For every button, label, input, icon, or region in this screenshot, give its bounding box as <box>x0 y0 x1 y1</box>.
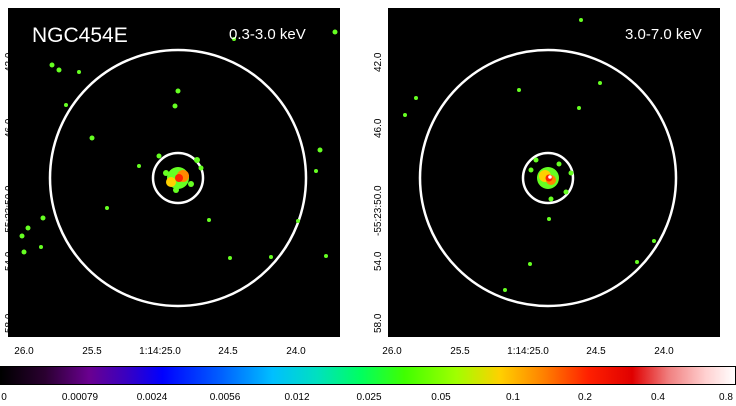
x-tick-label: 24.5 <box>218 346 238 357</box>
y-tick-label: 54.0 <box>4 251 15 271</box>
inner-aperture-circle <box>521 151 575 205</box>
y-tick-label: -55:23:50.0 <box>4 185 15 236</box>
x-tick-label: 1:14:25.0 <box>507 346 549 357</box>
colorbar-tick-label: 0.05 <box>431 392 451 403</box>
colorbar-tick-label: 0.012 <box>284 392 310 403</box>
y-tick-label: 54.0 <box>373 251 384 271</box>
colorbar-tick-label: 0 <box>1 392 7 403</box>
colorbar-tick-label: 0.025 <box>356 392 382 403</box>
colorbar-tick-label: 0.2 <box>578 392 592 403</box>
y-tick-label: 46.0 <box>4 118 15 138</box>
soft-source-blob <box>156 88 204 193</box>
x-tick-label: 24.0 <box>654 346 674 357</box>
colorbar-tick-label: 0.4 <box>651 392 665 403</box>
object-name-label: NGC454E <box>32 24 128 47</box>
hard-band-image <box>403 18 678 308</box>
soft-field-sources <box>19 29 338 260</box>
y-tick-label: 42.0 <box>4 52 15 72</box>
x-tick-label: 24.0 <box>286 346 306 357</box>
colorbar-tick-label: 0.00079 <box>61 392 99 403</box>
x-tick-label: 24.5 <box>586 346 606 357</box>
colorbar-tick-label: 0.8 <box>719 392 733 403</box>
x-tick-label: 1:14:25.0 <box>139 346 181 357</box>
energy-band-label: 0.3-3.0 keV <box>229 26 306 43</box>
outer-aperture-circle <box>418 48 678 308</box>
x-tick-label: 25.5 <box>450 346 470 357</box>
soft-band-image <box>19 29 338 308</box>
image-panel-hard: 3.0-7.0 keV <box>388 8 720 337</box>
colorbar-tick-label: 0.1 <box>506 392 520 403</box>
hard-source-blob <box>528 157 574 202</box>
y-tick-label: 42.0 <box>373 52 384 72</box>
energy-band-label: 3.0-7.0 keV <box>625 26 702 43</box>
y-tick-label: 46.0 <box>373 118 384 138</box>
x-tick-label: 25.5 <box>82 346 102 357</box>
colorbar-tick-label: 0.0056 <box>209 392 241 403</box>
y-tick-label: 58.0 <box>373 313 384 333</box>
outer-aperture-circle <box>48 48 308 308</box>
hard-field-sources <box>403 18 656 292</box>
y-tick-label: 58.0 <box>4 313 15 333</box>
y-tick-label: -55:23:50.0 <box>373 185 384 236</box>
colorbar-tick-label: 0.0024 <box>136 392 168 403</box>
image-panel-soft: NGC454E 0.3-3.0 keV <box>8 8 340 337</box>
x-tick-label: 26.0 <box>382 346 402 357</box>
colorbar <box>0 366 736 385</box>
x-tick-label: 26.0 <box>14 346 34 357</box>
inner-aperture-circle <box>151 151 205 205</box>
